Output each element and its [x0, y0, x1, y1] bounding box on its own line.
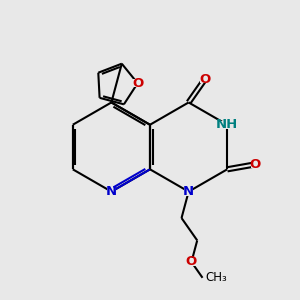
Text: O: O	[199, 73, 210, 86]
Text: N: N	[106, 185, 117, 198]
Text: O: O	[186, 256, 197, 268]
Bar	[250, 160, 260, 168]
Bar	[106, 188, 116, 196]
Bar	[184, 188, 194, 196]
Bar	[187, 258, 196, 266]
Text: CH₃: CH₃	[205, 271, 227, 284]
Bar	[200, 75, 209, 83]
Text: NH: NH	[216, 118, 238, 131]
Text: O: O	[132, 77, 143, 90]
Text: O: O	[249, 158, 261, 171]
Bar	[221, 121, 233, 129]
Bar	[133, 79, 142, 87]
Text: N: N	[183, 185, 194, 198]
